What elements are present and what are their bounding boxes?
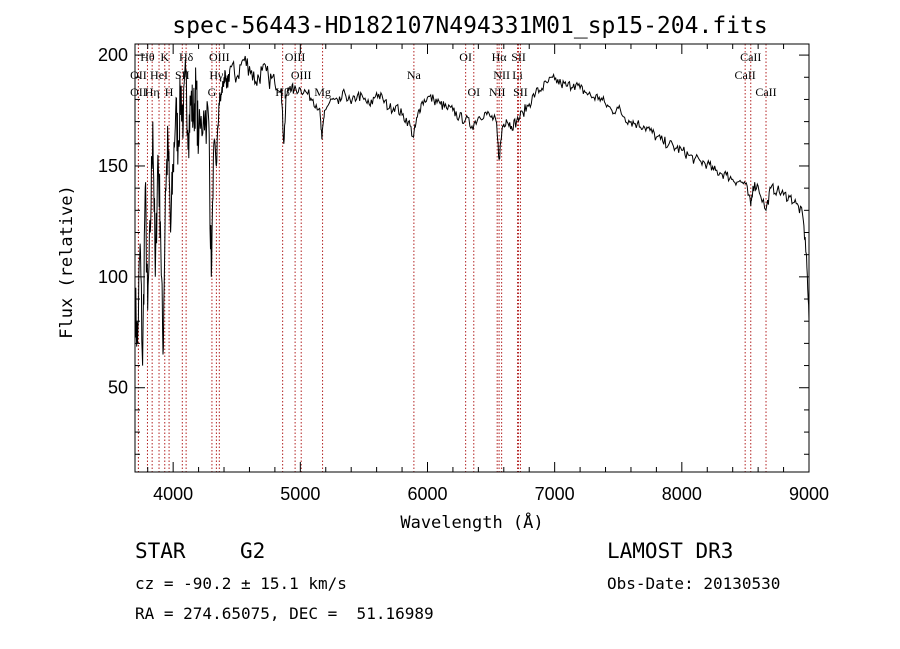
chart-title: spec-56443-HD182107N494331M01_sp15-204.f… <box>172 13 767 39</box>
spectrum-series-line <box>134 55 810 366</box>
line-label-3: K <box>160 50 169 64</box>
line-label-24: SII <box>513 85 528 99</box>
y-tick-label: 50 <box>108 378 128 398</box>
x-tick-label: 6000 <box>407 484 447 504</box>
line-label-26: CaII <box>734 68 755 82</box>
line-label-27: CaII <box>755 85 776 99</box>
coordinates-readout: RA = 274.65075, DEC = 51.16989 <box>135 604 434 623</box>
redshift-readout: cz = -90.2 ± 15.1 km/s <box>135 574 347 593</box>
y-tick-label: 100 <box>98 267 128 287</box>
line-label-9: OIII <box>209 50 230 64</box>
spectral-line-markers <box>137 44 767 472</box>
line-label-16: Na <box>407 68 422 82</box>
line-label-19: Hα <box>492 50 508 64</box>
x-tick-label: 8000 <box>662 484 702 504</box>
line-label-2: OII <box>130 85 147 99</box>
object-class: STAR <box>135 539 186 563</box>
line-label-8: Hδ <box>179 50 194 64</box>
x-tick-label: 5000 <box>280 484 320 504</box>
line-label-11: G <box>208 85 217 99</box>
line-label-22: Li <box>512 68 523 82</box>
line-label-4: HeI <box>150 68 168 82</box>
x-tick-label: 7000 <box>535 484 575 504</box>
line-label-15: Mg <box>314 85 331 99</box>
y-axis-label: Flux (relative) <box>57 185 77 339</box>
line-label-7: SII <box>175 68 190 82</box>
object-subclass: G2 <box>240 539 265 563</box>
line-label-0: Hθ <box>140 50 155 64</box>
x-axis-label: Wavelength (Å) <box>400 511 543 533</box>
line-label-13: OIII <box>285 50 306 64</box>
y-tick-label: 200 <box>98 45 128 65</box>
line-label-20: SII <box>511 50 526 64</box>
line-label-23: NII <box>489 85 506 99</box>
line-label-14: OIII <box>291 68 312 82</box>
x-tick-label: 4000 <box>153 484 193 504</box>
line-label-25: CaII <box>740 50 761 64</box>
plot-frame <box>134 43 810 473</box>
y-tick-label: 150 <box>98 156 128 176</box>
line-label-6: H <box>165 85 174 99</box>
line-label-17: OI <box>459 50 472 64</box>
obs-date: Obs-Date: 20130530 <box>607 574 780 593</box>
x-tick-label: 9000 <box>789 484 829 504</box>
line-label-1: OII <box>130 68 147 82</box>
survey-name: LAMOST DR3 <box>607 539 733 563</box>
line-label-21: NII <box>493 68 510 82</box>
y-axis-ticks: 50 100 150 200 <box>98 45 809 455</box>
line-label-18: OI <box>467 85 480 99</box>
x-axis-ticks: 4000 5000 6000 7000 8000 9000 <box>147 44 829 504</box>
line-label-5: Hη <box>145 85 160 99</box>
line-label-10: Hγ <box>209 68 224 82</box>
